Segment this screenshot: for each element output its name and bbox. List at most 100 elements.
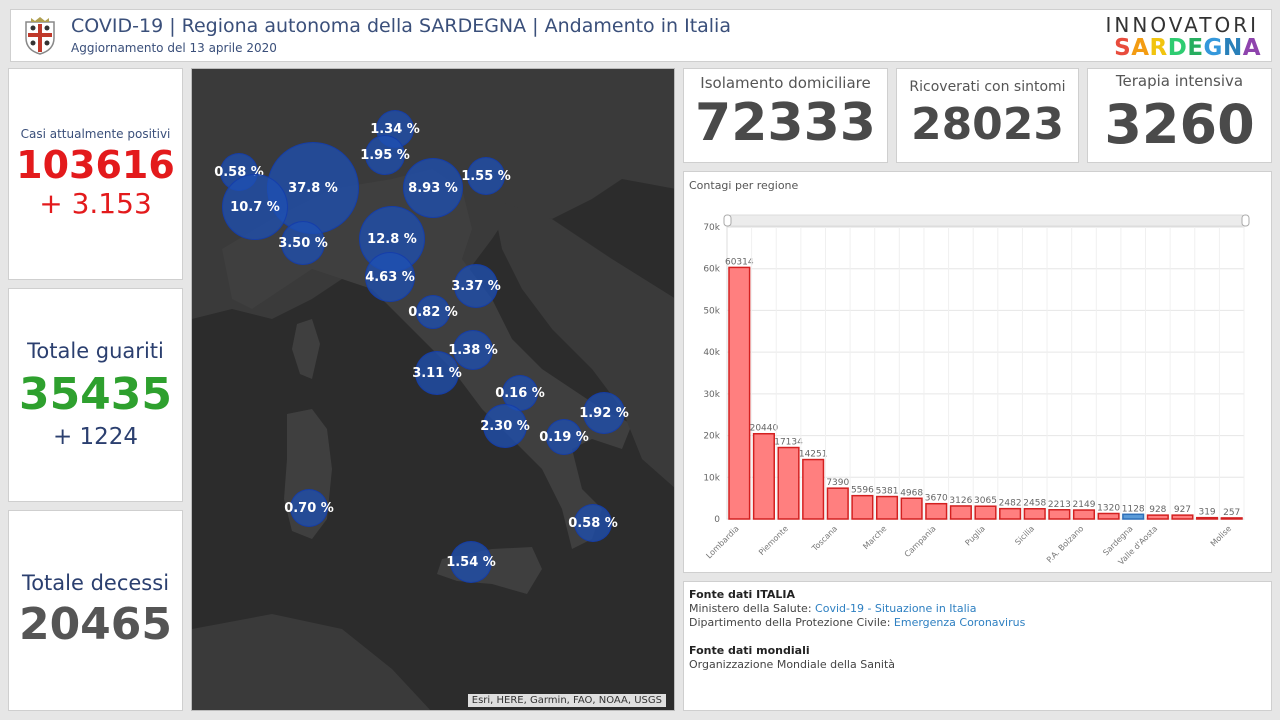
bar-value-label: 927	[1174, 505, 1191, 515]
ministry-link[interactable]: Covid-19 - Situazione in Italia	[815, 602, 977, 615]
slider-handle-right	[1241, 214, 1250, 227]
chart-title: Contagi per regione	[689, 179, 799, 192]
intensive-care-label: Terapia intensiva	[1115, 72, 1244, 90]
world-source-heading: Fonte dati mondiali	[689, 644, 810, 657]
logo-letter: A	[1242, 35, 1261, 61]
bar-value-label: 3126	[949, 496, 972, 506]
deaths-value: 20465	[18, 599, 173, 650]
bar-value-label: 4968	[900, 488, 923, 498]
logo-innovatori-text: INNOVATORI	[1105, 13, 1259, 37]
bar-value-label: 17134	[774, 438, 803, 448]
map-attribution[interactable]: Esri, HERE, Garmin, FAO, NOAA, USGS	[467, 694, 666, 707]
hospitalized-card: Ricoverati con sintomi 28023	[896, 68, 1079, 163]
bar-marche	[875, 495, 899, 520]
map-bubble[interactable]: 0.19 %	[539, 419, 589, 455]
map-bubble[interactable]: 1.95 %	[360, 135, 410, 175]
bar-valle-d-aosta	[1146, 514, 1169, 520]
italy-map[interactable]: 0.58 % 37.8 % 10.7 % 3.50 % 1.34 % 1.95 …	[191, 68, 675, 711]
bar-sardegna	[1122, 513, 1145, 520]
civil-protection-link[interactable]: Emergenza Coronavirus	[893, 616, 1026, 629]
bar-value-label: 3065	[974, 496, 997, 506]
slider-handle-left	[723, 214, 732, 227]
bar-liguria	[851, 494, 874, 520]
home-isolation-value: 72333	[695, 93, 876, 153]
y-tick-label: 70k	[703, 223, 720, 233]
active-cases-delta: + 3.153	[39, 187, 152, 220]
bar-emilia-romagna	[752, 432, 775, 520]
bar-trentino	[949, 505, 972, 520]
map-bubble[interactable]: 3.50 %	[278, 221, 328, 265]
logo-letter: A	[1131, 35, 1150, 61]
bar-value-label: 2213	[1048, 500, 1071, 510]
logo-letter: E	[1187, 35, 1204, 61]
map-bubble[interactable]: 1.38 %	[448, 330, 498, 370]
deaths-label: Totale decessi	[21, 571, 170, 595]
bar-value-label: 20440	[750, 424, 779, 434]
map-bubble[interactable]: 2.30 %	[480, 404, 530, 448]
bar-calabria	[1171, 514, 1194, 520]
bar-piemonte	[777, 446, 800, 520]
logo-letter: R	[1149, 35, 1168, 61]
italy-source-heading: Fonte dati ITALIA	[689, 588, 796, 601]
map-bubble[interactable]: 0.82 %	[408, 295, 458, 329]
cases-by-region-chart-panel: Contagi per regione 0 10k 20k 30k 40k 50k 60k 7…	[683, 171, 1272, 573]
data-sources-panel: Fonte dati ITALIA Ministero della Salute…	[683, 581, 1272, 711]
chart-range-slider	[726, 214, 1247, 227]
bar-value-label: 3670	[925, 494, 948, 504]
bar-puglia	[974, 505, 997, 520]
update-date: Aggiornamento del 13 aprile 2020	[71, 41, 277, 55]
bar-value-label: 1128	[1122, 504, 1145, 514]
x-tick-label: Campania	[903, 524, 938, 559]
logo-letter: N	[1222, 35, 1243, 61]
bar-value-label: 2458	[1023, 499, 1046, 509]
bar-value-label: 257	[1223, 508, 1240, 518]
bar-p-a-bolzano	[1072, 509, 1096, 520]
recovered-label: Totale guariti	[27, 339, 164, 363]
map-bubble[interactable]: 0.58 %	[568, 504, 618, 542]
logo-sardegna-text: SARDEGNA	[1114, 35, 1261, 61]
x-tick-label: P.A. Bolzano	[1045, 524, 1086, 565]
hospitalized-value: 28023	[910, 99, 1065, 150]
map-bubble[interactable]: 3.11 %	[412, 351, 462, 395]
map-bubble[interactable]: 1.54 %	[446, 541, 496, 583]
bar-value-label: 14251	[799, 450, 828, 460]
bar-molise	[1220, 517, 1243, 520]
map-bubble[interactable]: 1.92 %	[579, 392, 629, 434]
bar-value-label: 319	[1198, 508, 1215, 518]
bar-abruzzo	[1048, 509, 1071, 520]
header-bar: COVID-19 | Regiona autonoma della SARDEG…	[10, 9, 1272, 62]
bar-lazio	[900, 497, 923, 520]
bar-value-label: 2149	[1073, 500, 1096, 510]
x-tick-label: Lombardia	[704, 524, 740, 560]
y-tick-label: 60k	[703, 265, 720, 275]
y-tick-label: 50k	[703, 306, 720, 316]
x-tick-label: Sicilia	[1013, 524, 1036, 547]
y-tick-label: 40k	[703, 348, 720, 358]
active-cases-card: Casi attualmente positivi 103616 + 3.153	[8, 68, 183, 280]
recovered-delta: + 1224	[52, 424, 139, 450]
map-bubble[interactable]: 3.37 %	[451, 264, 501, 308]
deaths-card: Totale decessi 20465	[8, 510, 183, 711]
bar-umbria	[1097, 512, 1120, 520]
recovered-value: 35435	[18, 369, 173, 420]
home-isolation-label: Isolamento domiciliare	[700, 74, 871, 92]
map-bubble[interactable]: 1.55 %	[461, 157, 511, 195]
map-bubble[interactable]: 8.93 %	[403, 158, 463, 218]
bar-lombardia	[728, 266, 751, 520]
bar-value-label: 5381	[876, 487, 899, 497]
x-tick-label: Marche	[861, 524, 888, 551]
map-bubble[interactable]: 4.63 %	[365, 252, 415, 302]
bar-sicilia	[1023, 507, 1046, 520]
bar-veneto	[802, 458, 825, 520]
source-line-civil-protection: Dipartimento della Protezione Civile: Em…	[689, 616, 1025, 629]
source-line-ministry: Ministero della Salute: Covid-19 - Situa…	[689, 602, 976, 615]
source-ministry-label: Ministero della Salute:	[689, 602, 816, 615]
bar-toscana	[826, 487, 849, 520]
bar-basilicata	[1196, 516, 1219, 520]
map-bubble[interactable]: 0.70 %	[284, 489, 334, 527]
map-bubble[interactable]: 10.7 %	[222, 174, 288, 240]
intensive-care-value: 3260	[1104, 93, 1255, 156]
home-isolation-card: Isolamento domiciliare 72333	[683, 68, 888, 163]
x-tick-label: Toscana	[810, 524, 840, 554]
bar-value-label: 5596	[851, 486, 874, 496]
